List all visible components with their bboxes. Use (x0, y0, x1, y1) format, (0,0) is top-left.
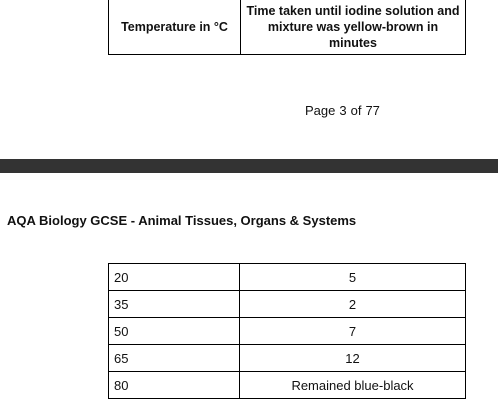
document-title: AQA Biology GCSE - Animal Tissues, Organ… (7, 213, 357, 228)
table-header-row: Temperature in °C Time taken until iodin… (108, 0, 466, 55)
table-row: 65 12 (108, 344, 466, 372)
page-break-bar (0, 159, 498, 173)
table-row: 35 2 (108, 290, 466, 318)
temperature-cell: 35 (108, 290, 240, 318)
results-table: 20 5 35 2 50 7 65 12 80 Remained blue-bl… (108, 263, 466, 399)
page-word: Page (305, 103, 336, 118)
current-page: 3 (339, 103, 347, 118)
table-row: 50 7 (108, 317, 466, 345)
temperature-cell: 65 (108, 344, 240, 372)
page-number: Page 3 of 77 (305, 103, 384, 118)
of-word: of (350, 103, 362, 118)
temperature-cell: 50 (108, 317, 240, 345)
temperature-header: Temperature in °C (109, 0, 241, 54)
time-cell: 7 (239, 317, 466, 345)
time-cell: 2 (239, 290, 466, 318)
time-cell: 12 (239, 344, 466, 372)
total-pages: 77 (365, 103, 380, 118)
temperature-cell: 20 (108, 263, 240, 291)
time-cell: 5 (239, 263, 466, 291)
table-row: 80 Remained blue-black (108, 371, 466, 399)
time-header: Time taken until iodine solution and mix… (246, 4, 460, 50)
table-row: 20 5 (108, 263, 466, 291)
temperature-cell: 80 (108, 371, 240, 399)
time-cell: Remained blue-black (239, 371, 466, 399)
